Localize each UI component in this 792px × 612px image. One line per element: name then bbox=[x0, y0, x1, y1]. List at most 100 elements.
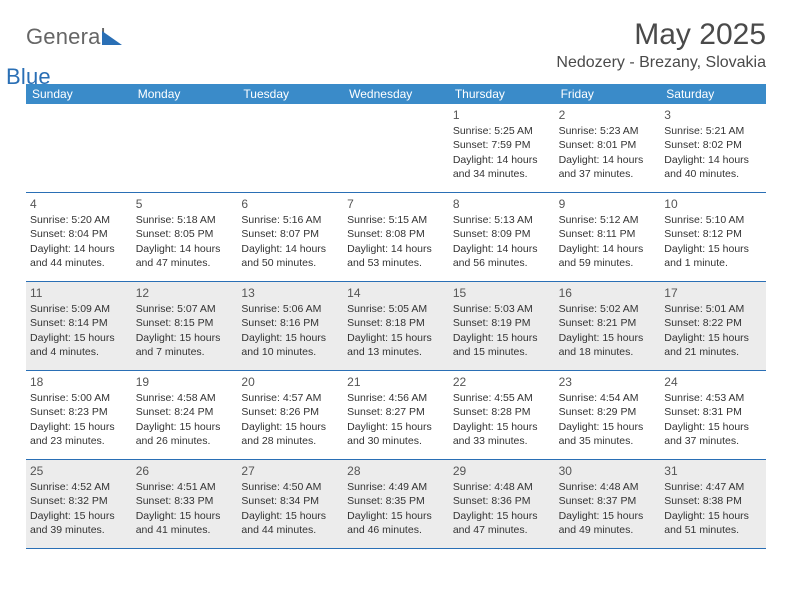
day-number: 3 bbox=[664, 107, 762, 123]
calendar-day-cell: 8Sunrise: 5:13 AMSunset: 8:09 PMDaylight… bbox=[449, 193, 555, 281]
day-number: 21 bbox=[347, 374, 445, 390]
calendar-day-cell: 5Sunrise: 5:18 AMSunset: 8:05 PMDaylight… bbox=[132, 193, 238, 281]
daylight-line: Daylight: 15 hours and 23 minutes. bbox=[30, 420, 128, 448]
calendar-week-row: 11Sunrise: 5:09 AMSunset: 8:14 PMDayligh… bbox=[26, 282, 766, 371]
calendar-day-cell: 15Sunrise: 5:03 AMSunset: 8:19 PMDayligh… bbox=[449, 282, 555, 370]
daylight-line: Daylight: 15 hours and 44 minutes. bbox=[241, 509, 339, 537]
calendar-day-cell: 17Sunrise: 5:01 AMSunset: 8:22 PMDayligh… bbox=[660, 282, 766, 370]
sunset-line: Sunset: 8:05 PM bbox=[136, 227, 234, 241]
calendar-grid: SundayMondayTuesdayWednesdayThursdayFrid… bbox=[26, 84, 766, 549]
sunset-line: Sunset: 8:09 PM bbox=[453, 227, 551, 241]
sunrise-line: Sunrise: 4:49 AM bbox=[347, 480, 445, 494]
page-header: General Blue May 2025 Nedozery - Brezany… bbox=[26, 18, 766, 76]
calendar-day-cell bbox=[132, 104, 238, 192]
calendar-day-cell: 6Sunrise: 5:16 AMSunset: 8:07 PMDaylight… bbox=[237, 193, 343, 281]
day-number: 7 bbox=[347, 196, 445, 212]
brand-part2: Blue bbox=[6, 64, 51, 89]
sunrise-line: Sunrise: 5:13 AM bbox=[453, 213, 551, 227]
sunset-line: Sunset: 8:31 PM bbox=[664, 405, 762, 419]
day-number: 1 bbox=[453, 107, 551, 123]
calendar-day-cell: 14Sunrise: 5:05 AMSunset: 8:18 PMDayligh… bbox=[343, 282, 449, 370]
day-number: 5 bbox=[136, 196, 234, 212]
weekday-header: Tuesday bbox=[237, 84, 343, 104]
sunrise-line: Sunrise: 4:54 AM bbox=[559, 391, 657, 405]
calendar-day-cell: 23Sunrise: 4:54 AMSunset: 8:29 PMDayligh… bbox=[555, 371, 661, 459]
calendar-week-row: 4Sunrise: 5:20 AMSunset: 8:04 PMDaylight… bbox=[26, 193, 766, 282]
daylight-line: Daylight: 14 hours and 59 minutes. bbox=[559, 242, 657, 270]
daylight-line: Daylight: 15 hours and 49 minutes. bbox=[559, 509, 657, 537]
sunset-line: Sunset: 8:24 PM bbox=[136, 405, 234, 419]
calendar-week-row: 25Sunrise: 4:52 AMSunset: 8:32 PMDayligh… bbox=[26, 460, 766, 549]
calendar-day-cell: 13Sunrise: 5:06 AMSunset: 8:16 PMDayligh… bbox=[237, 282, 343, 370]
sunrise-line: Sunrise: 4:48 AM bbox=[559, 480, 657, 494]
sunrise-line: Sunrise: 4:48 AM bbox=[453, 480, 551, 494]
daylight-line: Daylight: 15 hours and 33 minutes. bbox=[453, 420, 551, 448]
month-title: May 2025 bbox=[556, 18, 766, 52]
sunrise-line: Sunrise: 5:01 AM bbox=[664, 302, 762, 316]
sunset-line: Sunset: 8:28 PM bbox=[453, 405, 551, 419]
day-number: 19 bbox=[136, 374, 234, 390]
day-number: 13 bbox=[241, 285, 339, 301]
calendar-day-cell: 31Sunrise: 4:47 AMSunset: 8:38 PMDayligh… bbox=[660, 460, 766, 548]
sunset-line: Sunset: 8:16 PM bbox=[241, 316, 339, 330]
day-number: 17 bbox=[664, 285, 762, 301]
sunset-line: Sunset: 8:27 PM bbox=[347, 405, 445, 419]
daylight-line: Daylight: 14 hours and 40 minutes. bbox=[664, 153, 762, 181]
calendar-day-cell: 3Sunrise: 5:21 AMSunset: 8:02 PMDaylight… bbox=[660, 104, 766, 192]
calendar-day-cell: 7Sunrise: 5:15 AMSunset: 8:08 PMDaylight… bbox=[343, 193, 449, 281]
day-number: 8 bbox=[453, 196, 551, 212]
brand-part1: General bbox=[26, 24, 106, 49]
day-number: 18 bbox=[30, 374, 128, 390]
calendar-day-cell: 26Sunrise: 4:51 AMSunset: 8:33 PMDayligh… bbox=[132, 460, 238, 548]
sunrise-line: Sunrise: 5:07 AM bbox=[136, 302, 234, 316]
calendar-day-cell: 21Sunrise: 4:56 AMSunset: 8:27 PMDayligh… bbox=[343, 371, 449, 459]
daylight-line: Daylight: 14 hours and 37 minutes. bbox=[559, 153, 657, 181]
sunrise-line: Sunrise: 5:02 AM bbox=[559, 302, 657, 316]
day-number: 4 bbox=[30, 196, 128, 212]
daylight-line: Daylight: 15 hours and 46 minutes. bbox=[347, 509, 445, 537]
sunrise-line: Sunrise: 5:06 AM bbox=[241, 302, 339, 316]
daylight-line: Daylight: 15 hours and 18 minutes. bbox=[559, 331, 657, 359]
daylight-line: Daylight: 15 hours and 39 minutes. bbox=[30, 509, 128, 537]
sunset-line: Sunset: 8:22 PM bbox=[664, 316, 762, 330]
day-number: 28 bbox=[347, 463, 445, 479]
calendar-day-cell: 12Sunrise: 5:07 AMSunset: 8:15 PMDayligh… bbox=[132, 282, 238, 370]
weeks-container: 1Sunrise: 5:25 AMSunset: 7:59 PMDaylight… bbox=[26, 104, 766, 549]
location-subtitle: Nedozery - Brezany, Slovakia bbox=[556, 54, 766, 72]
daylight-line: Daylight: 14 hours and 44 minutes. bbox=[30, 242, 128, 270]
sunset-line: Sunset: 8:01 PM bbox=[559, 138, 657, 152]
calendar-day-cell: 22Sunrise: 4:55 AMSunset: 8:28 PMDayligh… bbox=[449, 371, 555, 459]
calendar-day-cell: 4Sunrise: 5:20 AMSunset: 8:04 PMDaylight… bbox=[26, 193, 132, 281]
day-number: 29 bbox=[453, 463, 551, 479]
sunset-line: Sunset: 8:23 PM bbox=[30, 405, 128, 419]
sunrise-line: Sunrise: 4:53 AM bbox=[664, 391, 762, 405]
daylight-line: Daylight: 14 hours and 56 minutes. bbox=[453, 242, 551, 270]
daylight-line: Daylight: 14 hours and 34 minutes. bbox=[453, 153, 551, 181]
sunrise-line: Sunrise: 4:55 AM bbox=[453, 391, 551, 405]
daylight-line: Daylight: 15 hours and 30 minutes. bbox=[347, 420, 445, 448]
sunrise-line: Sunrise: 4:52 AM bbox=[30, 480, 128, 494]
sunset-line: Sunset: 8:12 PM bbox=[664, 227, 762, 241]
day-number: 2 bbox=[559, 107, 657, 123]
sunrise-line: Sunrise: 5:18 AM bbox=[136, 213, 234, 227]
sunrise-line: Sunrise: 5:12 AM bbox=[559, 213, 657, 227]
sunrise-line: Sunrise: 5:10 AM bbox=[664, 213, 762, 227]
daylight-line: Daylight: 15 hours and 37 minutes. bbox=[664, 420, 762, 448]
daylight-line: Daylight: 15 hours and 15 minutes. bbox=[453, 331, 551, 359]
daylight-line: Daylight: 15 hours and 41 minutes. bbox=[136, 509, 234, 537]
day-number: 14 bbox=[347, 285, 445, 301]
calendar-day-cell: 16Sunrise: 5:02 AMSunset: 8:21 PMDayligh… bbox=[555, 282, 661, 370]
daylight-line: Daylight: 15 hours and 1 minute. bbox=[664, 242, 762, 270]
sunrise-line: Sunrise: 5:16 AM bbox=[241, 213, 339, 227]
calendar-day-cell bbox=[237, 104, 343, 192]
calendar-day-cell: 10Sunrise: 5:10 AMSunset: 8:12 PMDayligh… bbox=[660, 193, 766, 281]
sunset-line: Sunset: 8:21 PM bbox=[559, 316, 657, 330]
sunrise-line: Sunrise: 5:25 AM bbox=[453, 124, 551, 138]
sunrise-line: Sunrise: 5:03 AM bbox=[453, 302, 551, 316]
sunset-line: Sunset: 8:33 PM bbox=[136, 494, 234, 508]
brand-triangle-icon bbox=[102, 31, 122, 45]
calendar-day-cell: 9Sunrise: 5:12 AMSunset: 8:11 PMDaylight… bbox=[555, 193, 661, 281]
sunset-line: Sunset: 8:08 PM bbox=[347, 227, 445, 241]
day-number: 11 bbox=[30, 285, 128, 301]
day-number: 22 bbox=[453, 374, 551, 390]
